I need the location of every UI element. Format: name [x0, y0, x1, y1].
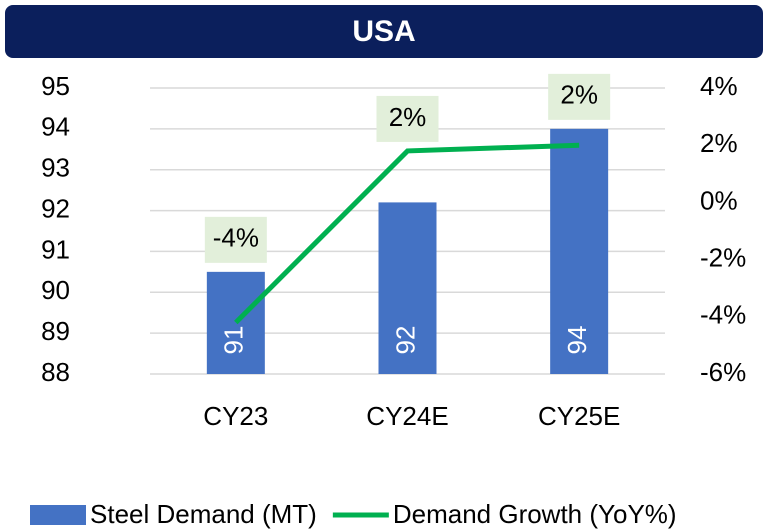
title-bar [5, 5, 763, 58]
value-label-box [548, 73, 611, 120]
legend-swatch [30, 505, 86, 525]
line [234, 142, 580, 325]
line-value-label: 2% [560, 80, 598, 110]
x-tick-label: CY23 [203, 401, 268, 431]
legend-label: Steel Demand (MT) [90, 499, 317, 529]
bar [378, 202, 437, 374]
y-tick-label: 89 [41, 316, 70, 346]
y-tick-label: 91 [41, 234, 70, 264]
x-tick-label: CY25E [538, 401, 620, 431]
value-label-box [204, 216, 267, 263]
y2-tick-label: 0% [700, 185, 738, 215]
y2-tick-label: -2% [700, 242, 746, 272]
y2-tick-label: 4% [700, 71, 738, 101]
y-tick-label: 93 [41, 153, 70, 183]
bar-value-label: 94 [562, 326, 592, 355]
value-label-box [376, 95, 439, 142]
bar-value-label: 92 [390, 326, 420, 355]
x-tick-label: CY24E [366, 401, 448, 431]
y-tick-label: 90 [41, 275, 70, 305]
y2-tick-label: -4% [700, 300, 746, 330]
bar-value-label: 91 [219, 326, 249, 355]
y-tick-label: 88 [41, 357, 70, 387]
y2-tick-label: 2% [700, 128, 738, 158]
chart-title: USA [352, 15, 415, 48]
y-tick-label: 92 [41, 193, 70, 223]
line-value-label: -4% [213, 223, 259, 253]
y2-tick-label: -6% [700, 357, 746, 387]
bar [550, 128, 609, 374]
legend-label: Demand Growth (YoY%) [393, 499, 677, 529]
y-tick-label: 94 [41, 112, 70, 142]
y-tick-label: 95 [41, 71, 70, 101]
line-value-label: 2% [389, 102, 427, 132]
bar [206, 271, 265, 374]
